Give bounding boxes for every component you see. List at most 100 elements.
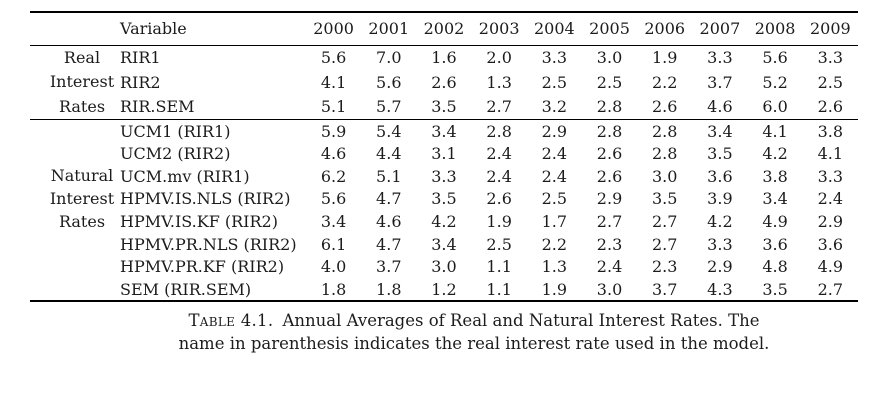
value-cell: 3.4 [707,121,733,141]
value-cell: 3.3 [817,48,844,68]
value-cell: 3.4 [762,189,788,209]
table-row: RIR.SEM 5.1 5.7 3.5 2.7 3.2 2.8 2.6 4.6 6.0 2.6 [30,95,858,120]
value-cell: 5.1 [320,97,347,117]
value-cell: 3.1 [431,144,457,164]
value-cell: 5.6 [376,72,402,92]
value-cell: 3.5 [707,144,733,164]
value-cell: 2.4 [541,144,568,164]
year-column-header: 2008 [754,19,796,39]
value-cell: 2.5 [817,72,844,92]
value-cell: 4.2 [762,144,788,164]
value-cell: 6.1 [320,234,347,254]
value-cell: 2.0 [486,48,512,68]
value-cell: 3.4 [431,121,457,141]
value-cell: 4.9 [762,212,788,232]
header-row: Variable 2000 2001 2002 2003 2004 2005 2006 2007… [30,12,858,45]
value-cell: 5.9 [320,121,347,141]
value-cell: 4.1 [762,121,788,141]
value-cell: 3.4 [431,234,457,254]
table-row: HPMV.PR.KF (RIR2) 4.0 3.7 3.0 1.1 1.3 2.4 2.3 2.… [30,256,858,279]
value-cell: 3.5 [431,189,457,209]
value-cell: 2.7 [486,97,512,117]
value-cell: 4.6 [320,144,347,164]
year-column-header: 2007 [699,19,741,39]
value-cell: 2.5 [541,189,568,209]
value-cell: 3.8 [762,166,788,186]
table-row: Natural Interest Rates UCM1 (RIR1) 5.9 5.4 3.4… [30,120,858,231]
value-cell: 3.3 [707,234,733,254]
value-cell: 3.0 [651,166,678,186]
group-label: Real Interest Rates [30,45,120,120]
value-cell: 5.4 [376,121,402,141]
value-cell: 4.1 [320,72,347,92]
value-cell: 3.3 [817,166,844,186]
variable-cell: RIR1 [120,48,161,68]
value-cell: 1.1 [486,257,512,277]
table-row: HPMV.IS.NLS (RIR2) 5.6 4.7 3.5 2.6 2.5 2.9 3.5 3… [30,188,858,211]
table-row: HPMV.PR.NLS (RIR2) 6.1 4.7 3.4 2.5 2.2 2.3 2.7 3… [30,233,858,256]
value-cell: 1.9 [486,212,512,232]
value-cell: 4.8 [762,257,788,277]
value-cell: 2.8 [596,121,623,141]
value-cell: 4.3 [707,279,733,299]
value-cell: 5.6 [320,189,347,209]
group-label-line: Rates [58,96,106,116]
value-cell: 3.5 [651,189,678,209]
value-cell: 4.7 [376,189,402,209]
group-label-line: Rates [58,211,106,231]
variable-cell: HPMV.IS.NLS (RIR2) [120,189,291,209]
value-cell: 3.0 [596,48,623,68]
value-cell: 3.7 [707,72,733,92]
group-label: Natural Interest Rates [30,120,120,302]
value-cell: 2.5 [486,234,512,254]
value-cell: 2.3 [651,257,678,277]
value-cell: 2.4 [817,189,844,209]
value-cell: 2.5 [596,72,623,92]
value-cell: 4.0 [320,257,347,277]
table-caption: Table 4.1. Annual Averages of Real and Na… [129,309,819,355]
value-cell: 2.7 [817,279,844,299]
group-label-line: Natural [50,166,114,186]
variable-column-header: Variable [120,19,187,39]
value-cell: 2.6 [817,97,844,117]
year-column-header: 2003 [478,19,520,39]
value-cell: 2.6 [651,97,678,117]
value-cell: 1.7 [541,212,568,232]
table-row: HPMV.IS.KF (RIR2) 3.4 4.6 4.2 1.9 1.7 2.7 2.7 4.… [30,210,858,233]
value-cell: 2.8 [486,121,512,141]
value-cell: 2.5 [541,72,568,92]
table-row: Real Interest Rates RIR1 5.6 7.0 1.6 2.0 3.3 3.0 1… [30,45,858,116]
value-cell: 4.6 [707,97,733,117]
value-cell: 2.6 [431,72,457,92]
value-cell: 5.1 [376,166,402,186]
value-cell: 3.0 [596,279,623,299]
value-cell: 2.6 [596,166,623,186]
value-cell: 2.4 [541,166,568,186]
value-cell: 6.0 [762,97,788,117]
value-cell: 3.8 [817,121,844,141]
value-cell: 1.9 [541,279,568,299]
value-cell: 4.6 [376,212,402,232]
value-cell: 3.7 [651,279,678,299]
group-label-line: Interest [49,72,115,91]
value-cell: 3.2 [541,97,568,117]
value-cell: 2.8 [596,97,623,117]
value-cell: 6.2 [320,166,347,186]
value-cell: 2.7 [651,234,678,254]
variable-cell: UCM2 (RIR2) [120,144,231,164]
value-cell: 4.7 [376,234,402,254]
group-label-line: Real [63,47,101,67]
value-cell: 4.4 [376,144,402,164]
value-cell: 2.9 [596,189,623,209]
value-cell: 2.7 [651,212,678,232]
table-4-1-figure: Variable 2000 2001 2002 2003 2004 2005 2006 2007… [30,11,858,355]
value-cell: 2.9 [817,212,844,232]
value-cell: 2.6 [596,144,623,164]
value-cell: 2.3 [596,234,623,254]
value-cell: 1.2 [431,279,457,299]
value-cell: 4.2 [431,212,457,232]
value-cell: 5.2 [762,72,788,92]
value-cell: 2.9 [707,257,733,277]
value-cell: 5.6 [762,48,788,68]
value-cell: 1.9 [651,48,678,68]
